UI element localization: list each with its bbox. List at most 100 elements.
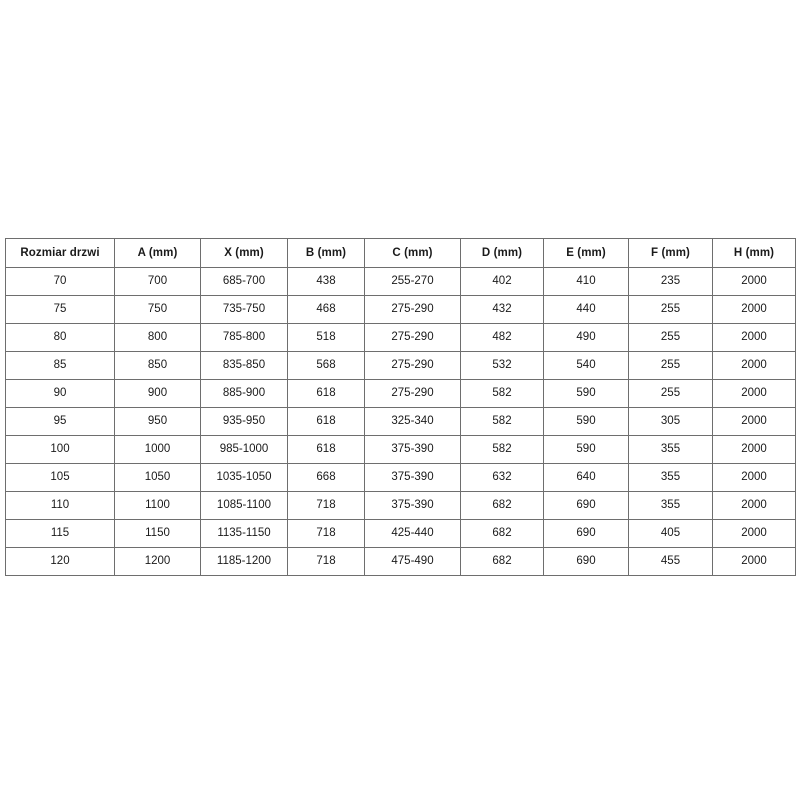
table-cell: 95 <box>5 407 115 436</box>
table-cell: 1100 <box>114 491 201 520</box>
table-cell: 1135-1150 <box>200 519 288 548</box>
table-cell: 275-290 <box>364 379 461 408</box>
table-cell: 115 <box>5 519 115 548</box>
table-cell: 80 <box>5 323 115 352</box>
table-cell: 490 <box>543 323 629 352</box>
table-cell: 425-440 <box>364 519 461 548</box>
table-cell: 2000 <box>712 407 796 436</box>
table-cell: 355 <box>628 435 713 464</box>
table-cell: 2000 <box>712 547 796 576</box>
table-cell: 375-390 <box>364 463 461 492</box>
table-row: 90 900 885-900 618 275-290 582 590 255 2000 <box>5 379 796 408</box>
table-cell: 255 <box>628 295 713 324</box>
table-row: 105 1050 1035-1050 668 375-390 632 640 355 2000 <box>5 463 796 492</box>
table-cell: 432 <box>460 295 544 324</box>
table-cell: 275-290 <box>364 351 461 380</box>
column-header-4: C (mm) <box>364 238 461 268</box>
table-cell: 582 <box>460 407 544 436</box>
table-cell: 700 <box>114 267 201 296</box>
column-header-2: X (mm) <box>200 238 288 268</box>
table-cell: 885-900 <box>200 379 288 408</box>
table-cell: 800 <box>114 323 201 352</box>
table-cell: 2000 <box>712 323 796 352</box>
table-cell: 718 <box>287 491 365 520</box>
table-cell: 632 <box>460 463 544 492</box>
table-cell: 618 <box>287 435 365 464</box>
table-cell: 582 <box>460 435 544 464</box>
spec-table-container: Rozmiar drzwi A (mm) X (mm) B (mm) C (mm) D (… <box>5 238 796 576</box>
table-cell: 235 <box>628 267 713 296</box>
table-row: 110 1100 1085-1100 718 375-390 682 690 355 2000 <box>5 491 796 520</box>
table-cell: 618 <box>287 379 365 408</box>
table-cell: 325-340 <box>364 407 461 436</box>
table-cell: 950 <box>114 407 201 436</box>
table-cell: 985-1000 <box>200 435 288 464</box>
table-cell: 375-390 <box>364 491 461 520</box>
table-cell: 532 <box>460 351 544 380</box>
table-cell: 590 <box>543 379 629 408</box>
table-row: 75 750 735-750 468 275-290 432 440 255 2000 <box>5 295 796 324</box>
table-cell: 120 <box>5 547 115 576</box>
table-cell: 2000 <box>712 379 796 408</box>
table-cell: 255 <box>628 351 713 380</box>
table-cell: 2000 <box>712 491 796 520</box>
table-cell: 482 <box>460 323 544 352</box>
table-cell: 682 <box>460 519 544 548</box>
table-cell: 1050 <box>114 463 201 492</box>
table-cell: 690 <box>543 519 629 548</box>
table-cell: 718 <box>287 547 365 576</box>
table-cell: 75 <box>5 295 115 324</box>
table-cell: 682 <box>460 547 544 576</box>
table-cell: 255 <box>628 323 713 352</box>
table-cell: 835-850 <box>200 351 288 380</box>
table-cell: 105 <box>5 463 115 492</box>
table-cell: 475-490 <box>364 547 461 576</box>
table-header-row: Rozmiar drzwi A (mm) X (mm) B (mm) C (mm) D (… <box>5 238 796 268</box>
table-cell: 518 <box>287 323 365 352</box>
table-row: 95 950 935-950 618 325-340 582 590 305 2000 <box>5 407 796 436</box>
table-cell: 640 <box>543 463 629 492</box>
table-cell: 90 <box>5 379 115 408</box>
table-cell: 405 <box>628 519 713 548</box>
table-cell: 785-800 <box>200 323 288 352</box>
table-cell: 2000 <box>712 519 796 548</box>
table-cell: 1000 <box>114 435 201 464</box>
table-cell: 682 <box>460 491 544 520</box>
table-cell: 355 <box>628 491 713 520</box>
table-cell: 850 <box>114 351 201 380</box>
table-header: Rozmiar drzwi A (mm) X (mm) B (mm) C (mm) D (… <box>5 238 796 268</box>
table-cell: 582 <box>460 379 544 408</box>
column-header-8: H (mm) <box>712 238 796 268</box>
table-cell: 455 <box>628 547 713 576</box>
table-cell: 438 <box>287 267 365 296</box>
table-cell: 2000 <box>712 435 796 464</box>
column-header-7: F (mm) <box>628 238 713 268</box>
table-cell: 440 <box>543 295 629 324</box>
table-row: 115 1150 1135-1150 718 425-440 682 690 405 2000 <box>5 519 796 548</box>
table-cell: 110 <box>5 491 115 520</box>
table-cell: 618 <box>287 407 365 436</box>
table-cell: 402 <box>460 267 544 296</box>
table-cell: 1085-1100 <box>200 491 288 520</box>
column-header-0: Rozmiar drzwi <box>5 238 115 268</box>
table-row: 85 850 835-850 568 275-290 532 540 255 2000 <box>5 351 796 380</box>
table-cell: 255 <box>628 379 713 408</box>
table-cell: 685-700 <box>200 267 288 296</box>
column-header-1: A (mm) <box>114 238 201 268</box>
table-cell: 355 <box>628 463 713 492</box>
table-cell: 70 <box>5 267 115 296</box>
table-cell: 540 <box>543 351 629 380</box>
table-cell: 900 <box>114 379 201 408</box>
column-header-3: B (mm) <box>287 238 365 268</box>
table-cell: 375-390 <box>364 435 461 464</box>
table-cell: 2000 <box>712 267 796 296</box>
table-row: 70 700 685-700 438 255-270 402 410 235 2000 <box>5 267 796 296</box>
table-cell: 85 <box>5 351 115 380</box>
table-cell: 305 <box>628 407 713 436</box>
table-cell: 2000 <box>712 463 796 492</box>
table-cell: 255-270 <box>364 267 461 296</box>
table-row: 120 1200 1185-1200 718 475-490 682 690 455 2000 <box>5 547 796 576</box>
table-cell: 2000 <box>712 295 796 324</box>
table-cell: 468 <box>287 295 365 324</box>
column-header-5: D (mm) <box>460 238 544 268</box>
